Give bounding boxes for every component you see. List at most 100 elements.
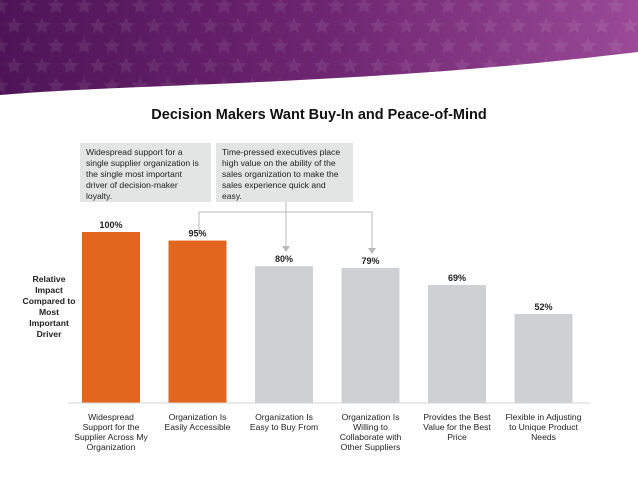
banner-star-decoration — [635, 2, 638, 6]
banner-star-decoration — [271, 0, 289, 14]
bar-value-label: 79% — [361, 256, 379, 266]
banner-star-decoration — [103, 0, 121, 14]
banner-star-decoration — [47, 77, 65, 94]
banner-star-decoration — [551, 37, 569, 54]
banner-star-decoration — [61, 57, 79, 74]
banner-star-decoration — [243, 77, 261, 94]
banner-star-decoration — [397, 57, 415, 74]
banner-star-decoration — [607, 0, 625, 14]
banner-star-decoration — [5, 57, 23, 74]
banner-star-decoration — [271, 37, 289, 54]
banner-star-decoration — [327, 77, 345, 94]
banner-star-decoration — [467, 37, 485, 54]
bar-value-label: 80% — [275, 254, 293, 264]
banner-star-decoration — [607, 77, 625, 94]
banner-star-decoration — [537, 17, 555, 34]
banner-star-decoration — [411, 37, 429, 54]
banner-star-decoration — [551, 77, 569, 94]
banner-star-decoration — [439, 0, 457, 14]
banner-star-decoration — [215, 0, 233, 14]
banner-star-decoration — [341, 57, 359, 74]
banner-star-decoration — [579, 37, 597, 54]
banner-star-decoration — [75, 77, 93, 94]
category-label: Organization Is Easy to Buy From — [249, 412, 319, 432]
banner-star-decoration — [411, 77, 429, 94]
banner-star-decoration — [19, 77, 37, 94]
banner-star-decoration — [5, 17, 23, 34]
banner-star-decoration — [509, 17, 527, 34]
banner-star-decoration — [47, 0, 65, 14]
banner-star-decoration — [593, 17, 611, 34]
y-axis-label: Relative Impact Compared to Most Importa… — [22, 274, 76, 339]
chart-title: Decision Makers Want Buy-In and Peace-of… — [151, 107, 487, 123]
banner-star-decoration — [131, 0, 149, 14]
banner-star-decoration — [383, 77, 401, 94]
bar-value-label: 69% — [448, 273, 466, 283]
banner-star-decoration — [523, 37, 541, 54]
banner-star-decoration — [117, 57, 135, 74]
banner-star-decoration — [425, 17, 443, 34]
callout-quick-easy: Time-pressed executives place high value… — [216, 143, 353, 202]
banner-star-decoration — [635, 42, 638, 46]
banner-star-decoration — [201, 57, 219, 74]
banner-star-decoration — [467, 0, 485, 14]
banner-star-decoration — [621, 17, 638, 34]
banner-star-decoration — [355, 0, 373, 14]
banner-star-decoration — [61, 17, 79, 34]
banner-star-decoration — [19, 0, 37, 14]
banner-star-decoration — [0, 0, 9, 14]
banner-star-decoration — [187, 0, 205, 14]
banner-star-decoration — [383, 37, 401, 54]
callout-loyalty-driver: Widespread support for a single supplier… — [80, 143, 211, 202]
banner-star-decoration — [453, 17, 471, 34]
banner-star-decoration — [271, 77, 289, 94]
banner-star-decoration — [635, 82, 638, 86]
banner-star-decoration — [383, 0, 401, 14]
banner-star-decoration — [131, 77, 149, 94]
banner-star-decoration — [439, 77, 457, 94]
bar-1 — [82, 232, 140, 403]
bar-value-label: 100% — [99, 220, 122, 230]
banner-star-decoration — [145, 17, 163, 34]
category-label: Flexible in Adjusting to Unique Product … — [505, 412, 582, 442]
banner-star-decoration — [355, 37, 373, 54]
banner-star-decoration — [495, 37, 513, 54]
banner-star-decoration — [579, 77, 597, 94]
banner-star-decoration — [285, 17, 303, 34]
banner-star-decoration — [145, 57, 163, 74]
banner-star-decoration — [173, 57, 191, 74]
bar-value-label: 52% — [534, 302, 552, 312]
banner-star-decoration — [369, 17, 387, 34]
banner-star-decoration — [0, 77, 9, 94]
connector-arrowhead — [368, 248, 376, 254]
bar-2 — [168, 240, 227, 403]
banner-star-decoration — [313, 57, 331, 74]
banner-star-decoration — [201, 17, 219, 34]
banner-star-decoration — [551, 0, 569, 14]
banner-star-decoration — [19, 37, 37, 54]
banner-star-decoration — [229, 57, 247, 74]
banner-star-decoration — [439, 37, 457, 54]
category-label: Organization Is Easily Accessible — [164, 412, 231, 432]
banner-star-decoration — [355, 77, 373, 94]
banner-star-decoration — [89, 17, 107, 34]
banner-star-decoration — [75, 0, 93, 14]
bar-6 — [514, 314, 573, 403]
banner-star-decoration — [89, 57, 107, 74]
banner-star-decoration — [481, 17, 499, 34]
banner-star-decoration — [467, 77, 485, 94]
banner-star-decoration — [495, 77, 513, 94]
banner-star-decoration — [369, 57, 387, 74]
banner-star-decoration — [33, 57, 51, 74]
banner-star-decoration — [257, 17, 275, 34]
connector-line — [198, 211, 373, 250]
banner-star-decoration — [537, 57, 555, 74]
banner-star-decoration — [187, 77, 205, 94]
bar-value-label: 95% — [188, 229, 206, 239]
banner-star-decoration — [453, 57, 471, 74]
banner-star-decoration — [299, 37, 317, 54]
banner-star-decoration — [341, 17, 359, 34]
bar-4 — [341, 267, 400, 403]
banner-star-decoration — [607, 37, 625, 54]
banner-star-decoration — [481, 57, 499, 74]
